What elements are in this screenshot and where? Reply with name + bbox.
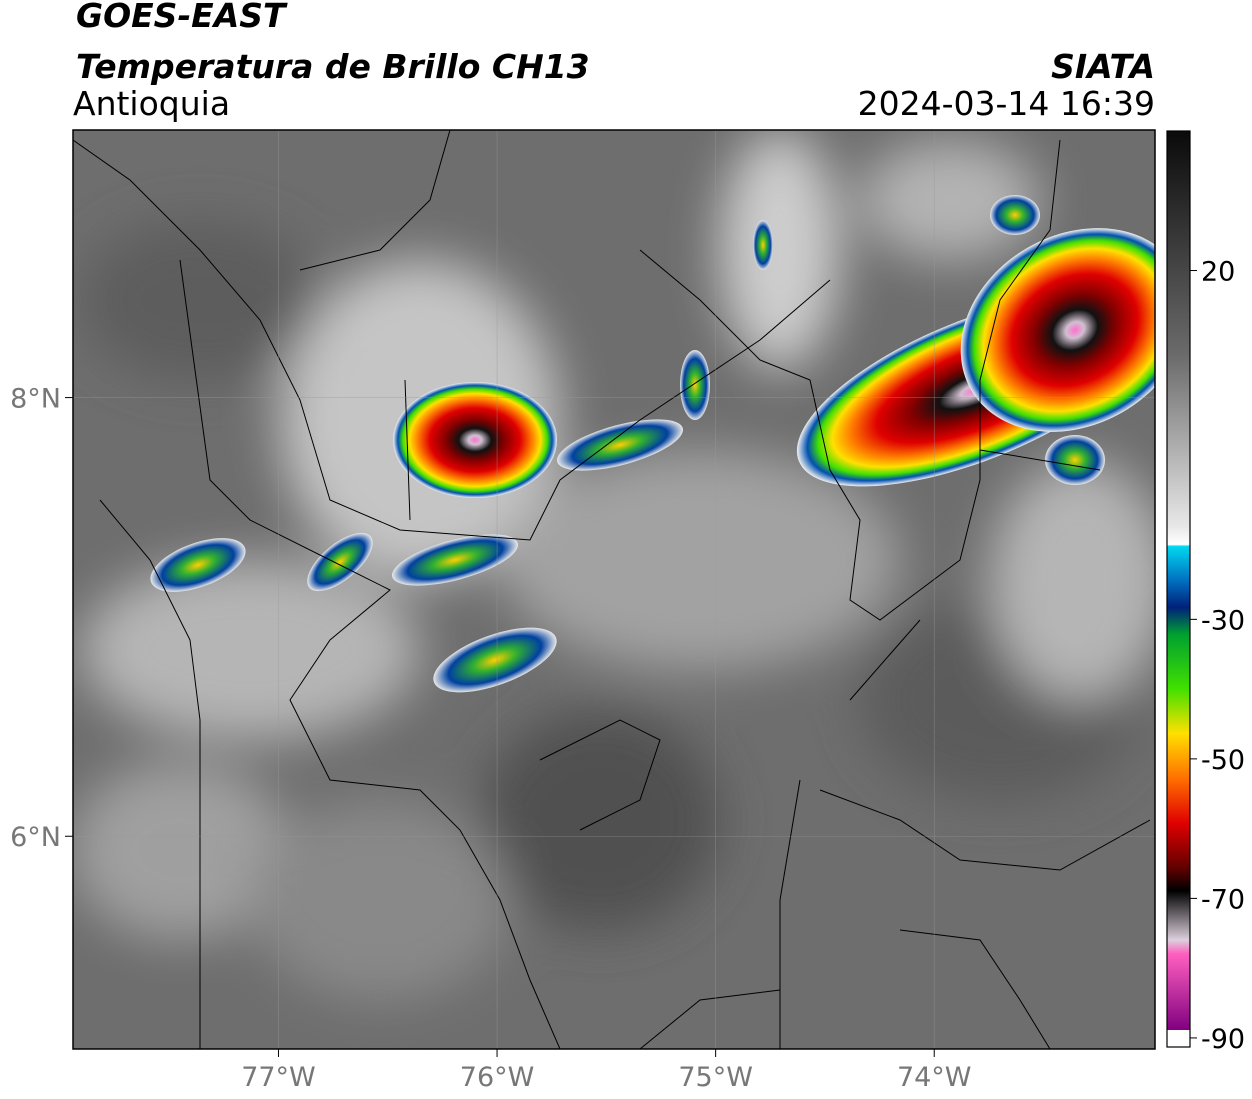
product: Temperatura de Brillo CH13	[76, 47, 590, 86]
lat-tick-label: 8°N	[10, 384, 61, 415]
colorbar-tick-label: -30	[1201, 605, 1245, 636]
colorbar	[1167, 131, 1190, 1030]
lat-tick-label: 6°N	[10, 822, 61, 853]
colorbar-tick-label: -90	[1201, 1024, 1245, 1055]
colorbar-tick-label: -70	[1201, 884, 1245, 915]
lon-tick-label: 74°W	[897, 1062, 972, 1093]
colorbar-frame	[1166, 130, 1191, 1048]
lon-tick-label: 76°W	[460, 1062, 535, 1093]
satellite-image	[73, 130, 1155, 1049]
colorbar-tick-label: 20	[1201, 257, 1235, 288]
agency: SIATA	[1051, 47, 1155, 86]
satellite: GOES-EAST	[76, 0, 288, 35]
datetime: 2024-03-14 16:39	[858, 84, 1155, 123]
lon-tick-label: 75°W	[678, 1062, 753, 1093]
region: Antioquia	[73, 84, 230, 123]
colorbar-under	[1167, 1030, 1190, 1047]
graticule	[73, 130, 1155, 1049]
map-frame	[72, 129, 1156, 1050]
lon-tick-label: 77°W	[241, 1062, 316, 1093]
colorbar-tick-label: -50	[1201, 745, 1245, 776]
